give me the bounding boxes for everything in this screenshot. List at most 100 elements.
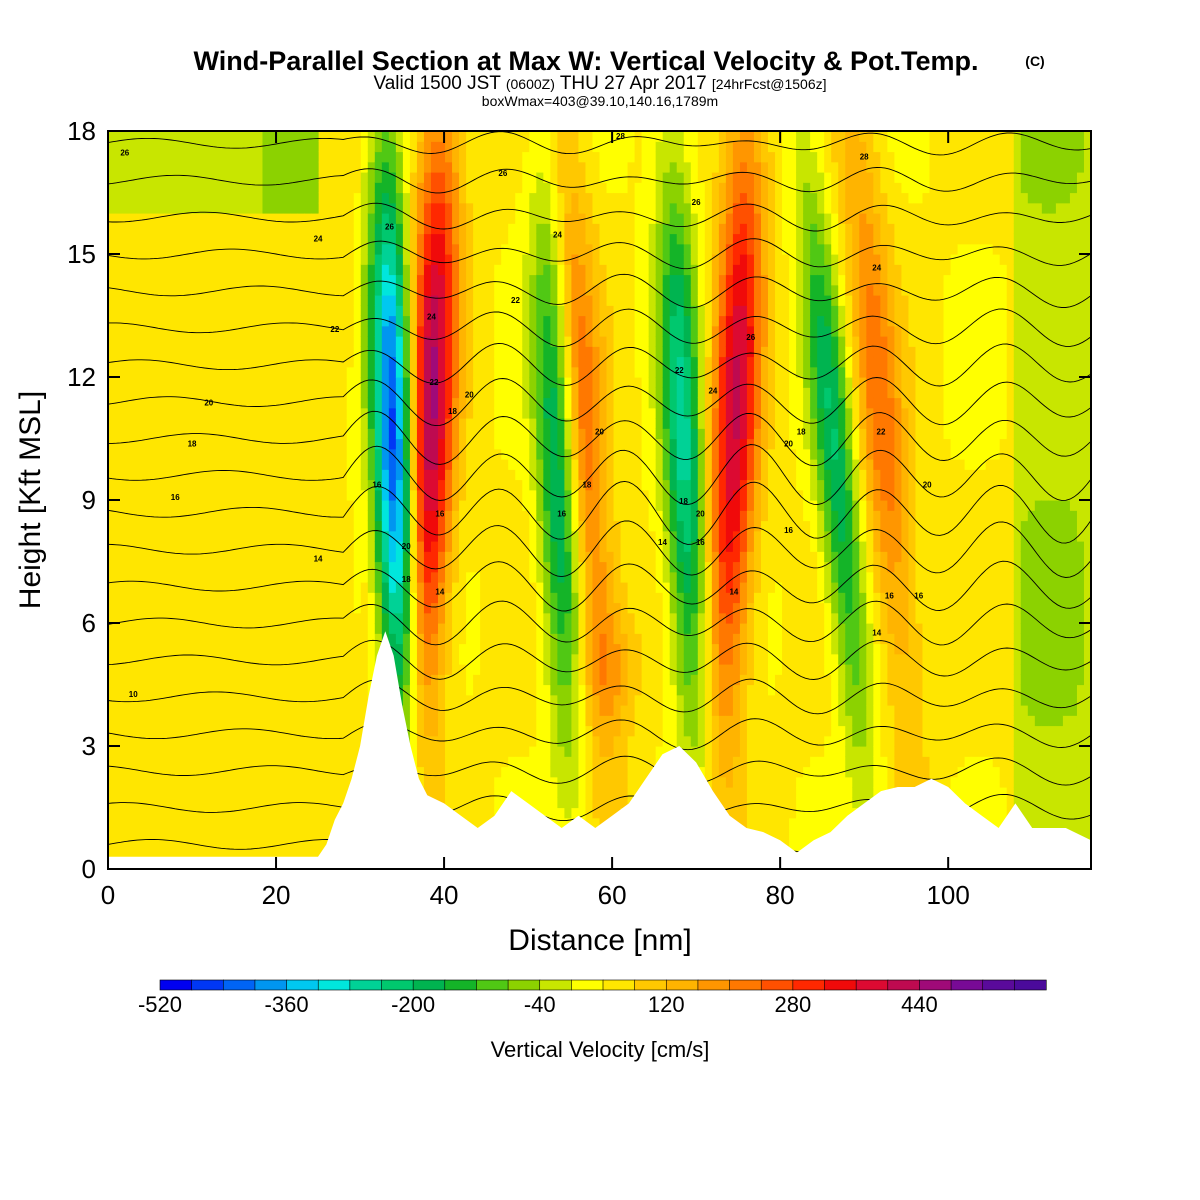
velocity-cell (430, 243, 439, 255)
velocity-cell (297, 202, 306, 214)
velocity-cell (199, 633, 207, 645)
velocity-cell (452, 510, 460, 522)
velocity-cell (466, 551, 474, 563)
velocity-cell (164, 151, 172, 163)
velocity-cell (115, 571, 123, 583)
velocity-cell (585, 151, 594, 163)
velocity-cell (416, 397, 425, 409)
velocity-cell (297, 407, 306, 419)
velocity-cell (494, 377, 502, 388)
velocity-cell (557, 284, 565, 296)
velocity-cell (473, 366, 481, 378)
velocity-cell (452, 551, 460, 563)
velocity-cell (136, 387, 144, 399)
velocity-cell (395, 141, 404, 153)
velocity-cell (381, 131, 390, 142)
velocity-cell (199, 746, 207, 757)
velocity-cell (283, 571, 292, 583)
velocity-cell (248, 623, 257, 634)
velocity-cell (157, 582, 165, 593)
velocity-cell (234, 500, 243, 511)
velocity-cell (290, 315, 299, 327)
velocity-cell (388, 633, 397, 645)
velocity-cell (536, 766, 544, 778)
velocity-cell (213, 141, 221, 153)
velocity-cell (171, 295, 179, 306)
velocity-cell (571, 161, 580, 173)
velocity-cell (360, 264, 369, 276)
velocity-cell (466, 489, 474, 501)
velocity-cell (227, 325, 235, 337)
velocity-cell (290, 807, 299, 819)
velocity-cell (332, 356, 341, 368)
velocity-cell (283, 776, 292, 788)
velocity-cell (297, 828, 306, 839)
velocity-cell (543, 807, 551, 819)
velocity-cell (150, 715, 158, 727)
velocity-cell (395, 161, 404, 173)
velocity-cell (122, 161, 130, 173)
velocity-cell (515, 418, 523, 429)
velocity-cell (402, 500, 411, 511)
velocity-cell (304, 756, 313, 768)
velocity-cell (388, 223, 397, 235)
velocity-cell (529, 264, 537, 276)
velocity-cell (164, 848, 172, 860)
velocity-cell (164, 541, 172, 552)
velocity-cell (564, 715, 573, 727)
velocity-cell (557, 776, 565, 788)
velocity-cell (430, 602, 439, 614)
velocity-cell (178, 520, 186, 532)
velocity-cell (557, 694, 565, 706)
velocity-cell (332, 377, 341, 388)
velocity-cell (255, 633, 264, 645)
velocity-cell (122, 325, 130, 337)
velocity-cell (290, 684, 299, 696)
velocity-cell (395, 448, 404, 460)
velocity-cell (487, 787, 495, 798)
velocity-cell (122, 746, 130, 757)
velocity-cell (536, 561, 544, 573)
velocity-cell (185, 459, 193, 470)
velocity-cell (213, 336, 221, 347)
velocity-cell (241, 817, 250, 829)
velocity-cell (311, 674, 320, 686)
velocity-cell (227, 571, 235, 583)
velocity-cell (157, 325, 165, 337)
velocity-cell (332, 274, 341, 286)
velocity-cell (480, 151, 488, 163)
velocity-cell (269, 674, 278, 686)
velocity-cell (290, 489, 299, 501)
velocity-cell (480, 633, 488, 645)
velocity-cell (283, 551, 292, 563)
velocity-cell (269, 828, 278, 839)
velocity-cell (255, 151, 264, 163)
velocity-cell (466, 602, 474, 614)
velocity-cell (374, 213, 383, 224)
velocity-cell (213, 182, 221, 194)
velocity-cell (508, 397, 516, 409)
velocity-cell (367, 397, 376, 409)
velocity-cell (276, 623, 285, 634)
velocity-cell (325, 254, 334, 265)
velocity-cell (234, 776, 243, 788)
velocity-cell (374, 131, 383, 142)
velocity-cell (395, 520, 404, 532)
velocity-cell (157, 807, 165, 819)
velocity-cell (564, 315, 573, 327)
velocity-cell (213, 735, 221, 747)
velocity-cell (508, 674, 516, 686)
velocity-cell (473, 653, 481, 665)
velocity-cell (213, 612, 221, 624)
velocity-cell (557, 202, 565, 214)
velocity-cell (311, 582, 320, 593)
velocity-cell (339, 151, 348, 163)
velocity-cell (571, 510, 580, 522)
velocity-cell (192, 828, 200, 839)
velocity-cell (157, 233, 165, 245)
velocity-cell (213, 807, 221, 819)
velocity-cell (388, 561, 397, 573)
velocity-cell (262, 705, 271, 716)
velocity-cell (311, 817, 320, 829)
velocity-cell (115, 448, 123, 460)
